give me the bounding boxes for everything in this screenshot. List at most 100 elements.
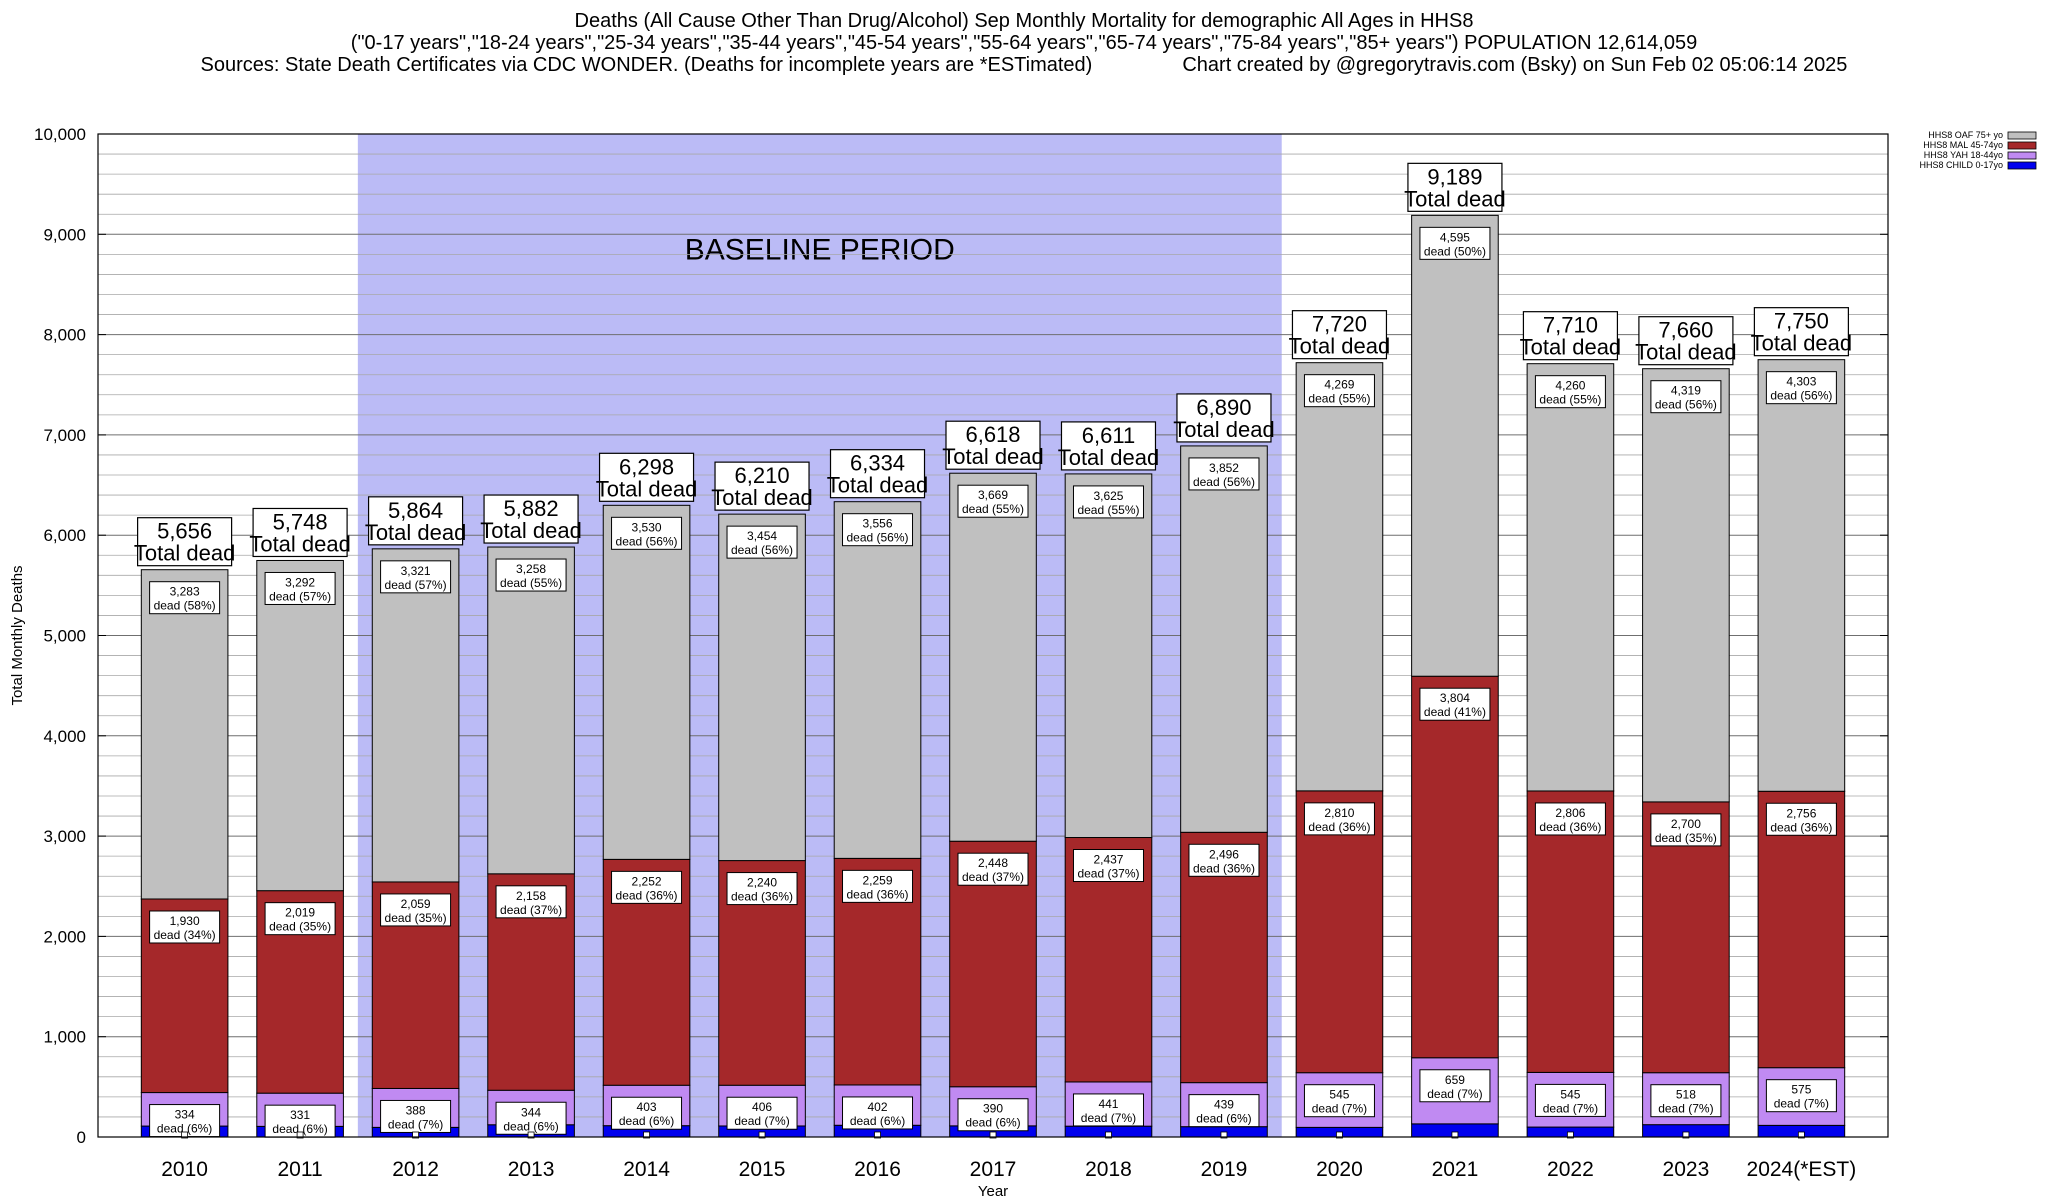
segment-label-box xyxy=(149,1104,221,1138)
segment-pct-label: dead (7%) xyxy=(1543,1101,1598,1115)
segment-label-box xyxy=(726,872,798,906)
segment-label-box xyxy=(842,1096,914,1130)
segment-oaf xyxy=(949,472,1037,842)
segment-pct-label: dead (50%) xyxy=(1424,244,1486,258)
base-marker xyxy=(181,1131,189,1139)
segment-pct-label: dead (41%) xyxy=(1424,705,1486,719)
base-marker xyxy=(1797,1131,1805,1139)
segment-label-box xyxy=(1419,687,1491,721)
segment-label-box xyxy=(957,852,1029,886)
total-suffix-label: Total dead xyxy=(1751,331,1853,356)
segment-label-box xyxy=(380,1099,452,1133)
base-marker xyxy=(412,1131,419,1139)
total-label-box xyxy=(1060,421,1157,471)
segment-label-box xyxy=(1419,226,1491,260)
segment-label-box xyxy=(1188,1094,1260,1128)
total-label-box xyxy=(1291,310,1388,360)
total-label-box xyxy=(367,496,464,546)
x-tick-label: 2017 xyxy=(970,1158,1017,1181)
segment-oaf xyxy=(1411,214,1499,677)
total-label-box xyxy=(1407,162,1503,212)
total-value-label: 7,750 xyxy=(1774,309,1829,334)
total-suffix-label: Total dead xyxy=(134,541,236,566)
total-value-label: 5,656 xyxy=(157,519,212,544)
base-marker xyxy=(1567,1131,1574,1139)
segment-oaf xyxy=(833,501,922,859)
segment-mal xyxy=(1411,675,1499,1059)
segment-pct-label: dead (7%) xyxy=(1774,1097,1829,1111)
base-marker xyxy=(1451,1131,1459,1139)
segment-label-box xyxy=(1650,380,1722,414)
y-axis-label: Total Monthly Deaths xyxy=(9,565,26,705)
base-marker xyxy=(1682,1131,1690,1139)
segment-value-label: 344 xyxy=(521,1105,541,1119)
segment-label-box xyxy=(1303,374,1375,408)
segment-pct-label: dead (7%) xyxy=(734,1114,789,1128)
total-value-label: 9,189 xyxy=(1427,164,1482,189)
segment-label-box xyxy=(264,571,336,605)
total-label-box xyxy=(598,452,695,502)
segment-value-label: 439 xyxy=(1214,1098,1234,1112)
segment-value-label: 545 xyxy=(1329,1088,1349,1102)
segment-value-label: 2,756 xyxy=(1786,806,1816,820)
segment-label-box xyxy=(1765,1079,1837,1113)
segment-pct-label: dead (6%) xyxy=(619,1114,674,1128)
segment-value-label: 3,258 xyxy=(516,562,546,576)
segment-value-label: 2,810 xyxy=(1324,806,1354,820)
segment-pct-label: dead (6%) xyxy=(157,1122,212,1136)
segment-value-label: 518 xyxy=(1676,1088,1696,1102)
segment-value-label: 3,669 xyxy=(978,488,1008,502)
total-suffix-label: Total dead xyxy=(1520,335,1622,360)
segment-label-box xyxy=(149,581,221,615)
x-tick-label: 2013 xyxy=(508,1158,555,1181)
segment-value-label: 1,930 xyxy=(170,914,200,928)
base-marker xyxy=(874,1131,881,1139)
base-marker xyxy=(989,1131,997,1139)
segment-oaf xyxy=(487,546,575,875)
segment-value-label: 4,260 xyxy=(1555,379,1585,393)
x-tick-label: 2022 xyxy=(1547,1158,1594,1181)
legend-label: HHS8 YAH 18-44yo xyxy=(1924,150,2003,160)
segment-pct-label: dead (6%) xyxy=(1196,1112,1251,1126)
segment-value-label: 388 xyxy=(406,1103,426,1117)
segment-value-label: 2,259 xyxy=(863,873,893,887)
axes: 0 1,000 2,000 3,000 4,000 5,000 6,000 7,000 8,00… xyxy=(9,125,1889,1200)
segment-pct-label: dead (57%) xyxy=(385,578,447,592)
x-tick-label: 2020 xyxy=(1316,1158,1363,1181)
total-label-box xyxy=(137,517,233,567)
total-suffix-label: Total dead xyxy=(1289,334,1391,359)
y-tick-label: 5,000 xyxy=(43,627,86,646)
x-tick-label: 2018 xyxy=(1085,1158,1132,1181)
x-tick-label: 2012 xyxy=(392,1158,439,1181)
segment-label-box xyxy=(264,902,336,936)
legend-swatch xyxy=(2007,161,2037,170)
segment-value-label: 2,158 xyxy=(516,889,546,903)
source-text: Sources: State Death Certificates via CD… xyxy=(200,54,1093,76)
segment-oaf xyxy=(1064,473,1153,839)
legend-label: HHS8 OAF 75+ yo xyxy=(1928,130,2003,140)
y-tick-label: 9,000 xyxy=(43,225,86,244)
y-tick-label: 1,000 xyxy=(43,1028,86,1047)
segment-label-box xyxy=(842,513,914,547)
y-tick-label: 3,000 xyxy=(43,827,86,846)
segment-value-label: 331 xyxy=(290,1108,310,1122)
x-tick-label: 2023 xyxy=(1663,1158,1710,1181)
segment-pct-label: dead (6%) xyxy=(850,1114,905,1128)
segment-value-label: 403 xyxy=(637,1100,657,1114)
segment-mal xyxy=(1757,790,1846,1069)
segment-pct-label: dead (35%) xyxy=(269,920,331,934)
legend-label: HHS8 MAL 45-74yo xyxy=(1923,140,2003,150)
segment-pct-label: dead (55%) xyxy=(962,502,1024,516)
legend-swatch xyxy=(2007,151,2037,160)
segment-label-box xyxy=(380,893,452,927)
segment-label-box xyxy=(611,870,683,904)
x-tick-label: 2010 xyxy=(161,1158,208,1181)
total-label-box xyxy=(1638,316,1734,366)
segment-value-label: 545 xyxy=(1560,1087,1580,1101)
